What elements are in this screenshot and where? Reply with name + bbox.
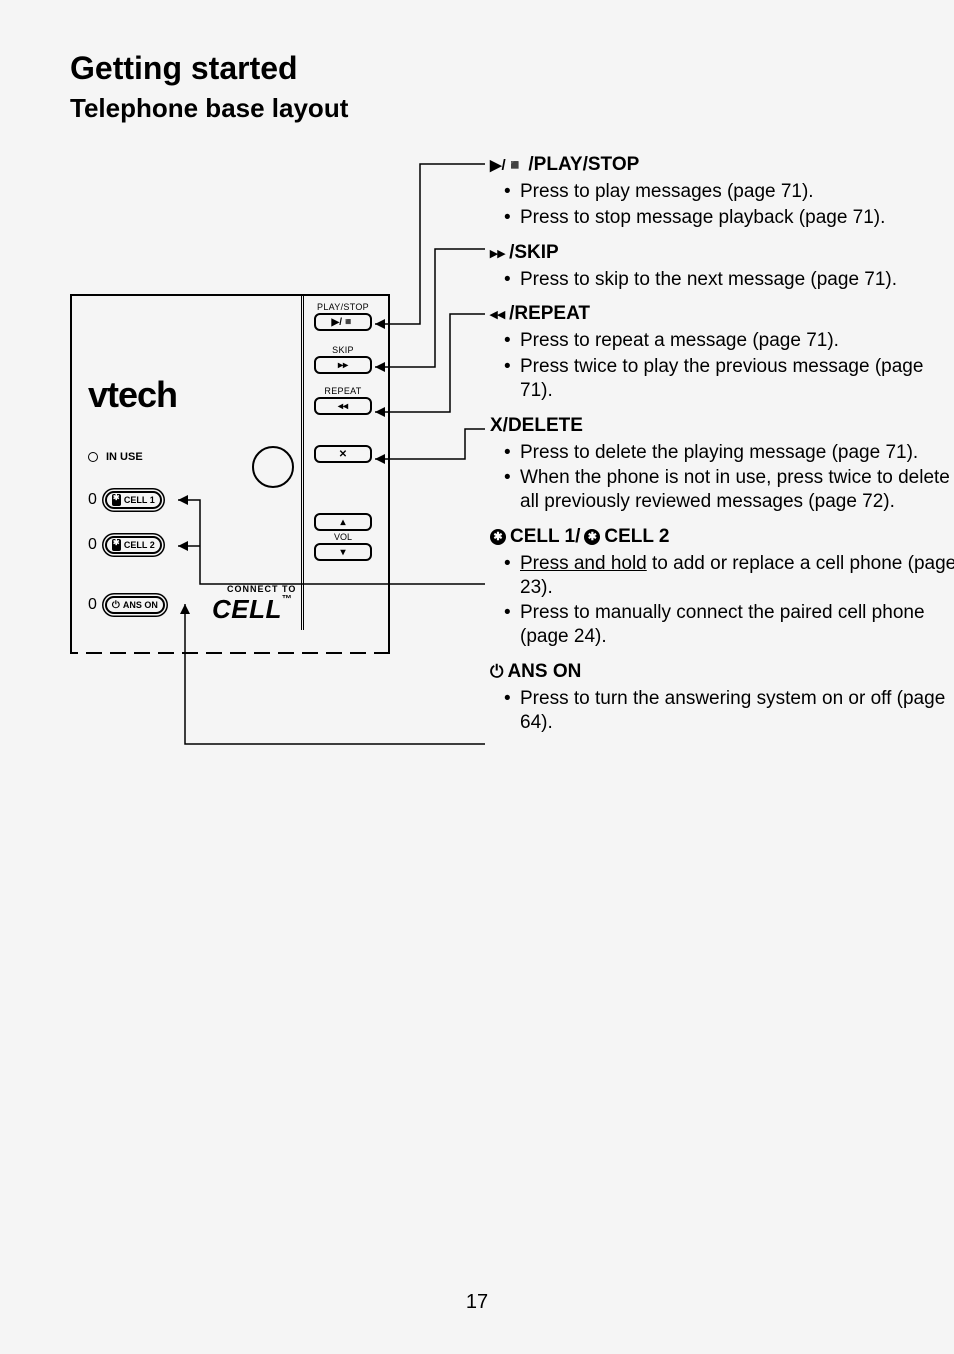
page-title: Getting started bbox=[70, 50, 904, 87]
play-stop-bullets: Press to play messages (page 71). Press … bbox=[490, 176, 954, 242]
bullet: Press to delete the playing message (pag… bbox=[504, 441, 954, 465]
skip-title-text: /SKIP bbox=[509, 242, 559, 264]
play-stop-title-text: /PLAY/STOP bbox=[528, 154, 639, 176]
ans-led-zero: 0 bbox=[88, 596, 97, 614]
play-stop-label: PLAY/STOP bbox=[314, 302, 372, 312]
ans-on-label: ANS ON bbox=[123, 600, 158, 610]
bullet: Press to repeat a message (page 71). bbox=[504, 329, 954, 353]
cell1-row: 0 CELL 1 bbox=[88, 491, 162, 509]
vol-up-button[interactable]: ▴ bbox=[314, 513, 372, 531]
skip-label: SKIP bbox=[314, 345, 372, 355]
cell1-label: CELL 1 bbox=[124, 495, 155, 505]
ans-bullets: Press to turn the answering system on or… bbox=[490, 683, 954, 747]
repeat-bullets: Press to repeat a message (page 71). Pre… bbox=[490, 325, 954, 414]
vol-down-button[interactable]: ▾ bbox=[314, 543, 372, 561]
ans-on-button[interactable]: ANS ON bbox=[105, 596, 165, 614]
cell2-row: 0 CELL 2 bbox=[88, 536, 162, 554]
in-use-led bbox=[88, 452, 98, 462]
in-use-label: IN USE bbox=[106, 451, 143, 463]
bullet: Press twice to play the previous message… bbox=[504, 355, 954, 403]
page-subtitle: Telephone base layout bbox=[70, 93, 904, 124]
bullet: When the phone is not in use, press twic… bbox=[504, 466, 954, 514]
bluetooth-icon: ✱ bbox=[584, 529, 600, 545]
cell1-button[interactable]: CELL 1 bbox=[105, 491, 162, 509]
bluetooth-icon bbox=[112, 539, 121, 551]
skip-symbol: ▸▸ bbox=[490, 244, 505, 262]
play-stop-symbol: ▶/◾ bbox=[490, 156, 524, 174]
ans-title-text: ANS ON bbox=[507, 661, 581, 683]
cell-logo: CELL™ bbox=[212, 594, 292, 625]
tm-mark: ™ bbox=[282, 594, 293, 605]
power-icon bbox=[112, 600, 120, 611]
cell2-led-zero: 0 bbox=[88, 536, 97, 554]
button-column: PLAY/STOP ▶/◾ SKIP ▸▸ REPEAT ◂◂ ✕ ▴ VOL … bbox=[314, 296, 372, 561]
bluetooth-icon: ✱ bbox=[490, 529, 506, 545]
delete-bullets: Press to delete the playing message (pag… bbox=[490, 437, 954, 526]
device-diagram: vtech IN USE 0 CELL 1 0 CELL 2 0 ANS ON bbox=[70, 294, 390, 654]
vol-label: VOL bbox=[314, 532, 372, 542]
cell-title-b: CELL 2 bbox=[604, 526, 669, 548]
find-handset-button[interactable] bbox=[252, 446, 294, 488]
skip-button[interactable]: ▸▸ bbox=[314, 356, 372, 374]
repeat-title: ◂◂/REPEAT bbox=[490, 303, 954, 325]
bluetooth-icon bbox=[112, 494, 121, 506]
cell1-led-zero: 0 bbox=[88, 491, 97, 509]
bullet: Press to stop message playback (page 71)… bbox=[504, 206, 954, 230]
delete-button[interactable]: ✕ bbox=[314, 445, 372, 463]
cell-title: ✱ CELL 1/✱ CELL 2 bbox=[490, 526, 954, 548]
cell2-button[interactable]: CELL 2 bbox=[105, 536, 162, 554]
repeat-title-text: /REPEAT bbox=[509, 303, 590, 325]
cell-b1-underline: Press and hold bbox=[520, 553, 647, 574]
separator-line bbox=[301, 296, 304, 630]
cell-logo-text: CELL bbox=[212, 594, 282, 624]
bullet: Press to play messages (page 71). bbox=[504, 180, 954, 204]
callouts: ▶/◾/PLAY/STOP Press to play messages (pa… bbox=[490, 154, 954, 746]
cell-title-a: CELL 1/ bbox=[510, 526, 580, 548]
repeat-button[interactable]: ◂◂ bbox=[314, 397, 372, 415]
skip-title: ▸▸/SKIP bbox=[490, 242, 954, 264]
ans-on-row: 0 ANS ON bbox=[88, 596, 165, 614]
delete-title-text: X/DELETE bbox=[490, 415, 583, 437]
bullet: Press and hold to add or replace a cell … bbox=[504, 552, 954, 600]
page-number: 17 bbox=[0, 1291, 954, 1314]
bullet: Press to skip to the next message (page … bbox=[504, 268, 954, 292]
play-stop-title: ▶/◾/PLAY/STOP bbox=[490, 154, 954, 176]
content-area: vtech IN USE 0 CELL 1 0 CELL 2 0 ANS ON bbox=[70, 154, 904, 934]
delete-title: X/DELETE bbox=[490, 415, 954, 437]
power-icon: ⏻ bbox=[490, 662, 503, 682]
repeat-symbol: ◂◂ bbox=[490, 305, 505, 323]
play-stop-button[interactable]: ▶/◾ bbox=[314, 313, 372, 331]
cell2-label: CELL 2 bbox=[124, 540, 155, 550]
bullet: Press to turn the answering system on or… bbox=[504, 687, 954, 735]
connect-to-label: CONNECT TO bbox=[227, 584, 296, 594]
bullet: Press to manually connect the paired cel… bbox=[504, 601, 954, 649]
skip-bullets: Press to skip to the next message (page … bbox=[490, 264, 954, 304]
brand-logo: vtech bbox=[88, 374, 177, 416]
repeat-label: REPEAT bbox=[314, 386, 372, 396]
cell-bullets: Press and hold to add or replace a cell … bbox=[490, 548, 954, 661]
ans-title: ⏻ANS ON bbox=[490, 661, 954, 683]
in-use-led-row: IN USE bbox=[88, 451, 143, 463]
